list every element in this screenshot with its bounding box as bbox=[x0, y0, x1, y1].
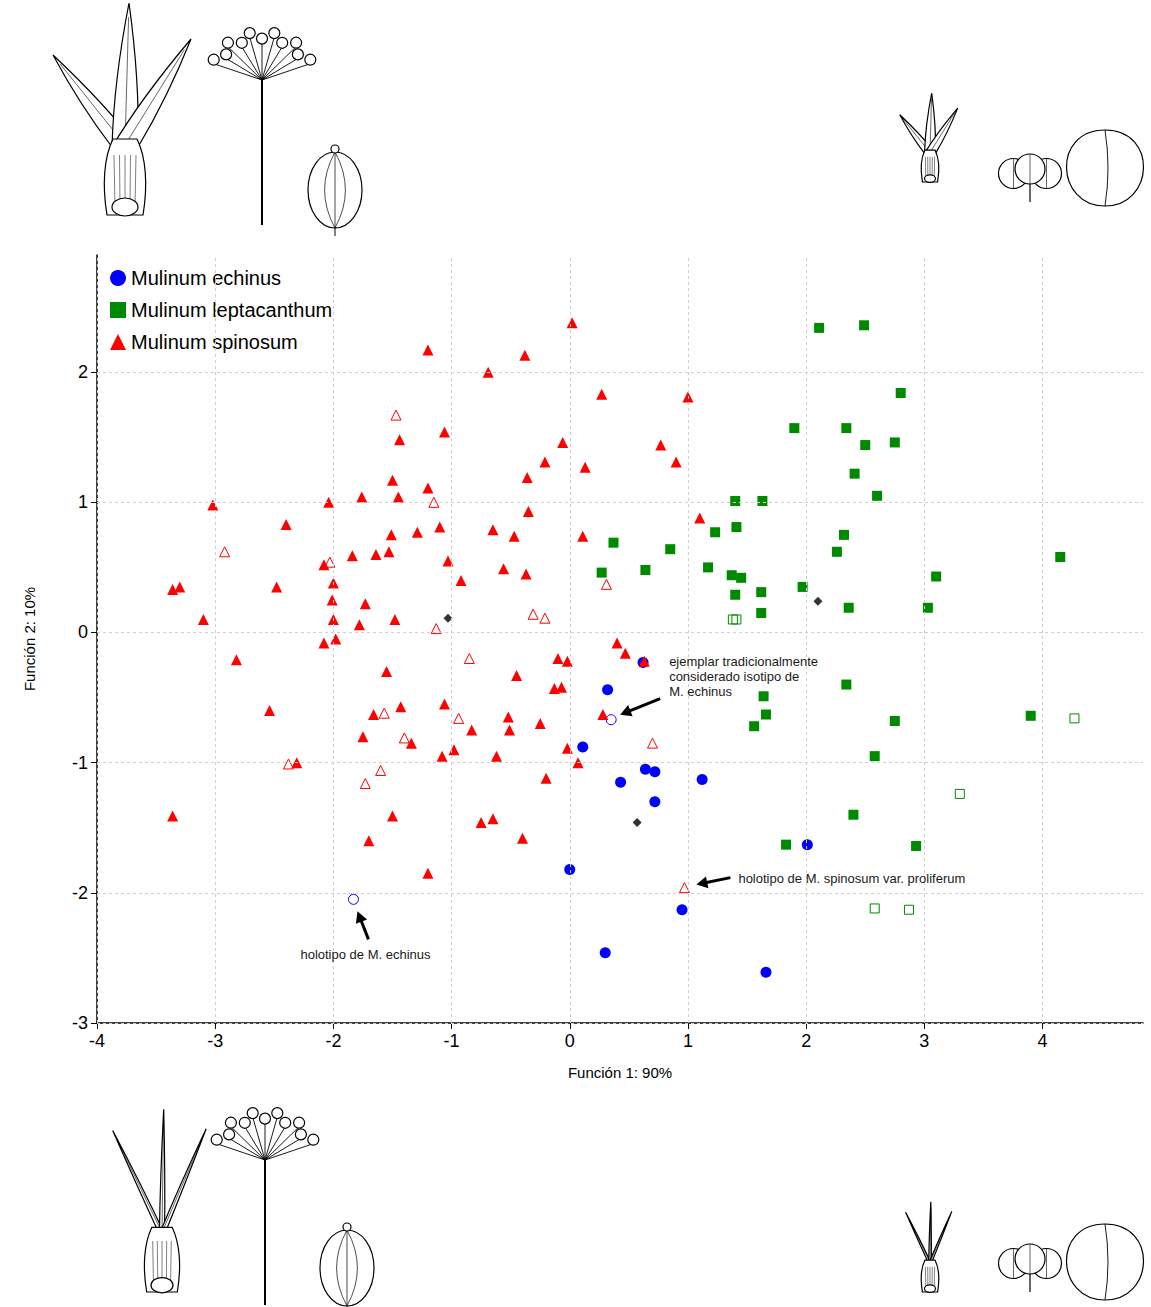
svg-text:Mulinum spinosum: Mulinum spinosum bbox=[131, 331, 298, 353]
svg-text:0: 0 bbox=[78, 622, 88, 642]
svg-text:ejemplar tradicionalmente: ejemplar tradicionalmente bbox=[669, 654, 818, 669]
svg-text:holotipo de M. spinosum var. p: holotipo de M. spinosum var. proliferum bbox=[738, 871, 965, 886]
svg-text:4: 4 bbox=[1038, 1031, 1048, 1051]
svg-text:Función 2: 10%: Función 2: 10% bbox=[21, 587, 38, 691]
svg-text:-4: -4 bbox=[89, 1031, 105, 1051]
svg-text:1: 1 bbox=[78, 492, 88, 512]
svg-text:Función 1: 90%: Función 1: 90% bbox=[568, 1064, 672, 1081]
svg-text:2: 2 bbox=[78, 362, 88, 382]
svg-text:-2: -2 bbox=[72, 883, 88, 903]
svg-text:-1: -1 bbox=[444, 1031, 460, 1051]
svg-text:holotipo de M. echinus: holotipo de M. echinus bbox=[300, 947, 431, 962]
svg-text:-1: -1 bbox=[72, 753, 88, 773]
svg-text:M. echinus: M. echinus bbox=[669, 684, 732, 699]
svg-text:0: 0 bbox=[565, 1031, 575, 1051]
svg-text:Mulinum echinus: Mulinum echinus bbox=[131, 267, 281, 289]
svg-text:-3: -3 bbox=[207, 1031, 223, 1051]
svg-text:1: 1 bbox=[683, 1031, 693, 1051]
svg-text:considerado isotipo de: considerado isotipo de bbox=[669, 669, 799, 684]
svg-text:-3: -3 bbox=[72, 1013, 88, 1033]
svg-text:2: 2 bbox=[801, 1031, 811, 1051]
svg-text:-2: -2 bbox=[325, 1031, 341, 1051]
svg-text:3: 3 bbox=[919, 1031, 929, 1051]
svg-text:Mulinum leptacanthum: Mulinum leptacanthum bbox=[131, 299, 332, 321]
